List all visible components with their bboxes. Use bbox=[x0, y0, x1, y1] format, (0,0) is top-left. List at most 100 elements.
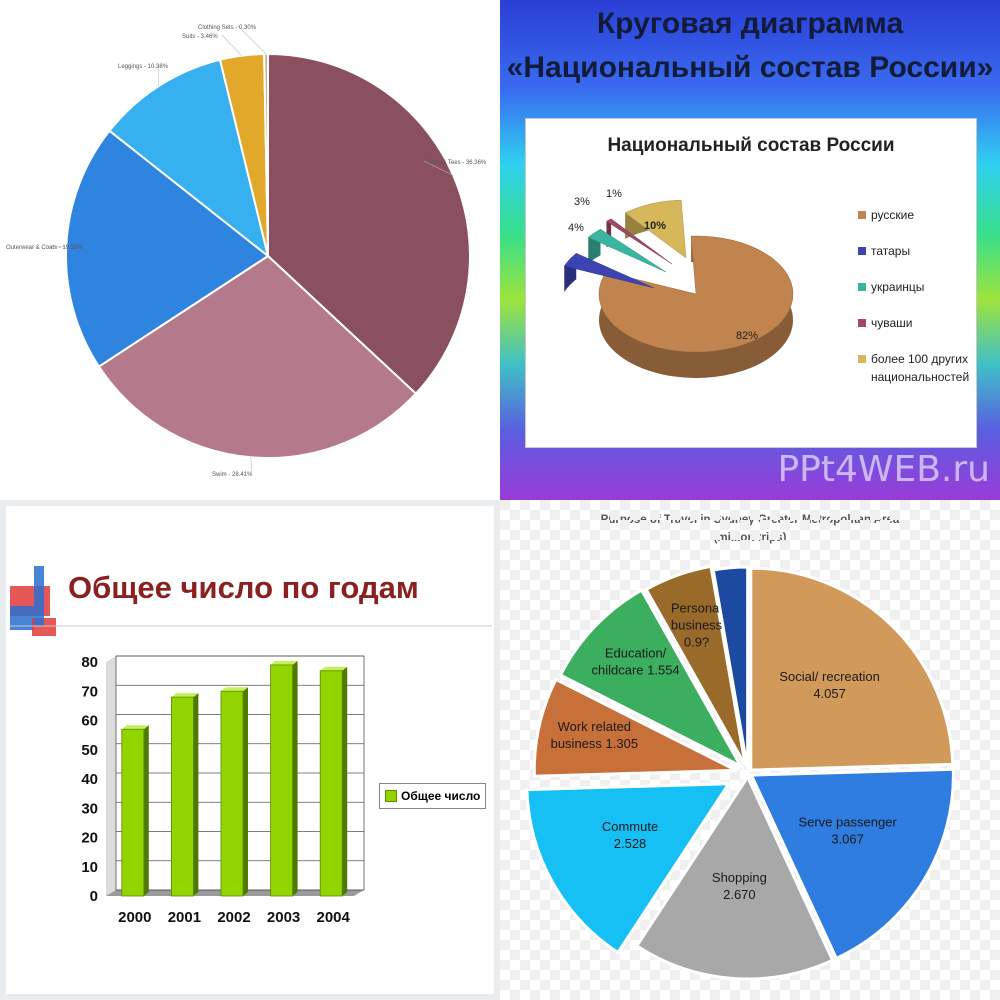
checker-cell bbox=[690, 770, 700, 780]
checker-cell bbox=[910, 610, 920, 620]
checker-cell bbox=[630, 510, 640, 520]
checker-cell bbox=[530, 650, 540, 660]
bar-chart: 0 10 20 30 40 50 60 70 80 2000 2001 2002 2003 2004 bbox=[81, 654, 365, 926]
checker-cell bbox=[520, 780, 530, 790]
y-tick-label: 60 bbox=[81, 713, 98, 730]
checker-cell bbox=[720, 500, 730, 510]
travel-pie-panel: Purpose of Travel in Sydney Greater Metr… bbox=[500, 500, 1000, 1000]
checker-cell bbox=[520, 980, 530, 990]
checker-cell bbox=[590, 610, 600, 620]
checker-cell bbox=[560, 900, 570, 910]
checker-cell bbox=[520, 520, 530, 530]
checker-cell bbox=[950, 850, 960, 860]
checker-cell bbox=[540, 580, 550, 590]
checker-cell bbox=[540, 900, 550, 910]
checker-cell bbox=[580, 940, 590, 950]
checker-cell bbox=[920, 940, 930, 950]
checker-cell bbox=[600, 780, 610, 790]
slice-чуваши bbox=[606, 218, 673, 265]
checker-cell bbox=[960, 740, 970, 750]
checker-cell bbox=[680, 500, 690, 510]
checker-cell bbox=[970, 570, 980, 580]
checker-cell bbox=[630, 930, 640, 940]
checker-cell bbox=[940, 680, 950, 690]
checker-cell bbox=[580, 620, 590, 630]
slice-social-recreation bbox=[749, 566, 955, 772]
slice-commute bbox=[525, 782, 732, 955]
checker-cell bbox=[990, 990, 1000, 1000]
watermark: PPt4WEB.ru bbox=[777, 449, 990, 490]
checker-cell bbox=[600, 960, 610, 970]
bar-2001 bbox=[170, 696, 194, 897]
checker-cell bbox=[920, 500, 930, 510]
checker-cell bbox=[880, 500, 890, 510]
checker-cell bbox=[910, 530, 920, 540]
checker-cell bbox=[670, 870, 680, 880]
checker-cell bbox=[970, 790, 980, 800]
checker-cell bbox=[530, 910, 540, 920]
checker-cell bbox=[600, 600, 610, 610]
checker-cell bbox=[540, 940, 550, 950]
checker-cell bbox=[520, 540, 530, 550]
checker-cell bbox=[800, 560, 810, 570]
checker-cell bbox=[980, 800, 990, 810]
slice-label: 0.9? bbox=[684, 634, 709, 649]
checker-cell bbox=[910, 630, 920, 640]
checker-cell bbox=[830, 990, 840, 1000]
checker-cell bbox=[540, 520, 550, 530]
slice-leggings bbox=[108, 58, 270, 259]
checker-cell bbox=[720, 560, 730, 570]
checker-cell bbox=[670, 510, 680, 520]
leader-line bbox=[423, 160, 454, 176]
checker-cell bbox=[980, 780, 990, 790]
checker-cell bbox=[790, 870, 800, 880]
checker-cell bbox=[780, 980, 790, 990]
checker-cell bbox=[870, 530, 880, 540]
checker-cell bbox=[510, 790, 520, 800]
checker-cell bbox=[960, 960, 970, 970]
checker-cell bbox=[810, 570, 820, 580]
checker-cell bbox=[500, 520, 510, 530]
checker-cell bbox=[980, 940, 990, 950]
legend-label: более 100 других bbox=[871, 352, 968, 366]
checker-cell bbox=[990, 550, 1000, 560]
checker-cell bbox=[670, 530, 680, 540]
checker-cell bbox=[500, 640, 510, 650]
checker-cell bbox=[530, 950, 540, 960]
checker-cell bbox=[900, 940, 910, 950]
checker-cell bbox=[880, 980, 890, 990]
checker-cell bbox=[530, 510, 540, 520]
checker-cell bbox=[570, 570, 580, 580]
legend-swatch bbox=[858, 319, 866, 327]
checker-cell bbox=[760, 500, 770, 510]
checker-cell bbox=[550, 970, 560, 980]
checker-cell bbox=[640, 500, 650, 510]
checker-cell bbox=[530, 570, 540, 580]
checker-cell bbox=[570, 970, 580, 980]
checker-cell bbox=[700, 520, 710, 530]
checker-cell bbox=[560, 780, 570, 790]
checker-cell bbox=[990, 930, 1000, 940]
checker-cell bbox=[570, 530, 580, 540]
checker-cell bbox=[550, 530, 560, 540]
checker-cell bbox=[600, 500, 610, 510]
checker-cell bbox=[580, 580, 590, 590]
checker-cell bbox=[990, 810, 1000, 820]
checker-cell bbox=[500, 860, 510, 870]
checker-cell bbox=[980, 840, 990, 850]
checker-cell bbox=[550, 930, 560, 940]
checker-cell bbox=[950, 770, 960, 780]
checker-cell bbox=[960, 620, 970, 630]
checker-cell bbox=[890, 950, 900, 960]
checker-cell bbox=[760, 980, 770, 990]
checker-cell bbox=[860, 500, 870, 510]
checker-cell bbox=[960, 860, 970, 870]
checker-cell bbox=[930, 570, 940, 580]
slice-label: Shopping bbox=[712, 870, 767, 885]
checker-cell bbox=[510, 650, 520, 660]
checker-cell bbox=[970, 690, 980, 700]
checker-cell bbox=[900, 560, 910, 570]
slice-label: business bbox=[671, 617, 723, 632]
checker-cell bbox=[550, 590, 560, 600]
checker-cell bbox=[500, 840, 510, 850]
